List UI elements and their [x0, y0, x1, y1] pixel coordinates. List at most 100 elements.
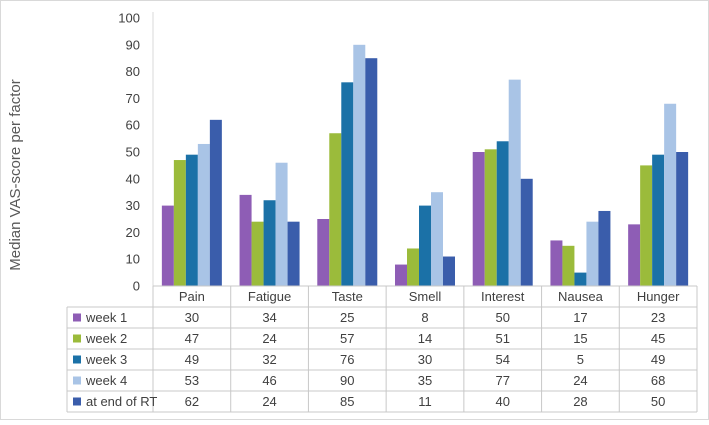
legend-swatch — [73, 397, 81, 406]
y-tick-label: 10 — [126, 252, 140, 267]
bar-nausea-week-1 — [550, 240, 563, 286]
bar-taste-week-3 — [341, 82, 354, 286]
bar-smell-week-4 — [431, 192, 443, 286]
table-value: 24 — [262, 394, 276, 409]
table-value: 40 — [495, 394, 509, 409]
table-value: 8 — [421, 310, 428, 325]
table-value: 57 — [340, 331, 354, 346]
bar-fatigue-week-1 — [239, 194, 252, 286]
category-label: Pain — [179, 289, 205, 304]
table-value: 24 — [573, 373, 587, 388]
category-label: Smell — [409, 289, 442, 304]
y-axis-ticks: 0 10 20 30 40 50 60 70 80 90 100 — [118, 11, 140, 294]
table-value: 46 — [262, 373, 276, 388]
bar-nausea-week-3 — [574, 272, 587, 286]
table-value: 51 — [495, 331, 509, 346]
table-value: 68 — [651, 373, 665, 388]
y-tick-label: 30 — [126, 198, 140, 213]
bar-taste-at-end-of-rt — [365, 58, 378, 287]
y-tick-label: 70 — [126, 91, 140, 106]
table-value: 24 — [262, 331, 276, 346]
bar-pain-week-2 — [173, 160, 186, 286]
bars — [161, 44, 689, 287]
legend-label: at end of RT — [86, 394, 157, 409]
table-value: 76 — [340, 352, 354, 367]
y-tick-label: 20 — [126, 225, 140, 240]
bar-fatigue-week-3 — [263, 200, 276, 286]
category-label: Interest — [481, 289, 525, 304]
bar-hunger-week-4 — [664, 103, 677, 286]
bar-smell-at-end-of-rt — [443, 256, 455, 286]
y-tick-label: 0 — [133, 279, 140, 294]
table-value: 77 — [495, 373, 509, 388]
table-value: 25 — [340, 310, 354, 325]
table-value: 47 — [185, 331, 199, 346]
legend-label: week 4 — [85, 373, 127, 388]
bar-nausea-at-end-of-rt — [598, 210, 611, 286]
table-value: 90 — [340, 373, 354, 388]
y-tick-label: 50 — [126, 145, 140, 160]
bar-hunger-at-end-of-rt — [676, 152, 689, 286]
legend-label: week 2 — [85, 331, 127, 346]
legend-swatch — [73, 376, 81, 385]
table-value: 35 — [418, 373, 432, 388]
legend-swatch — [73, 313, 81, 322]
table-value: 50 — [651, 394, 665, 409]
bar-pain-week-4 — [197, 143, 210, 286]
table-value: 54 — [495, 352, 509, 367]
legend-label: week 1 — [85, 310, 127, 325]
category-label: Hunger — [637, 289, 680, 304]
table-value: 50 — [495, 310, 509, 325]
bar-taste-week-2 — [329, 133, 342, 286]
table-value: 28 — [573, 394, 587, 409]
bar-fatigue-at-end-of-rt — [287, 221, 300, 286]
bar-smell-week-1 — [395, 264, 407, 286]
table-value: 5 — [577, 352, 584, 367]
bar-taste-week-4 — [353, 44, 366, 286]
table-value: 34 — [262, 310, 276, 325]
bar-fatigue-week-4 — [275, 162, 288, 286]
bar-smell-week-2 — [407, 248, 419, 286]
y-tick-label: 40 — [126, 171, 140, 186]
y-axis-label: Median VAS-score per factor — [7, 79, 24, 270]
y-tick-label: 60 — [126, 118, 140, 133]
bar-interest-week-3 — [496, 141, 509, 286]
table-value: 30 — [185, 310, 199, 325]
legend-swatch — [73, 334, 81, 343]
table-value: 15 — [573, 331, 587, 346]
data-table: Pain Fatigue Taste Smell Interest Nausea Hunge… — [66, 285, 698, 413]
legend-label: week 3 — [85, 352, 127, 367]
bar-interest-week-1 — [472, 152, 485, 286]
table-value: 49 — [185, 352, 199, 367]
y-tick-label: 90 — [126, 37, 140, 52]
category-label: Nausea — [558, 289, 604, 304]
y-tick-label: 100 — [118, 11, 140, 26]
table-value: 23 — [651, 310, 665, 325]
legend-swatch — [73, 355, 81, 364]
category-label: Taste — [332, 289, 363, 304]
table-value: 30 — [418, 352, 432, 367]
bar-fatigue-week-2 — [251, 221, 264, 286]
bar-interest-at-end-of-rt — [520, 178, 533, 286]
table-value: 49 — [651, 352, 665, 367]
table-value: 32 — [262, 352, 276, 367]
bar-hunger-week-2 — [640, 165, 653, 286]
category-label: Fatigue — [248, 289, 291, 304]
bar-smell-week-3 — [419, 205, 431, 286]
bar-taste-week-1 — [317, 219, 330, 286]
y-tick-label: 80 — [126, 64, 140, 79]
table-value: 62 — [185, 394, 199, 409]
bar-interest-week-4 — [508, 79, 521, 286]
table-value: 11 — [418, 394, 432, 409]
bar-pain-at-end-of-rt — [209, 119, 222, 286]
bar-nausea-week-4 — [586, 221, 599, 286]
table-value: 53 — [185, 373, 199, 388]
table-value: 85 — [340, 394, 354, 409]
bar-hunger-week-3 — [652, 154, 665, 286]
bar-pain-week-1 — [161, 205, 174, 286]
table-value: 14 — [418, 331, 432, 346]
bar-interest-week-2 — [484, 149, 497, 286]
table-value: 17 — [573, 310, 587, 325]
